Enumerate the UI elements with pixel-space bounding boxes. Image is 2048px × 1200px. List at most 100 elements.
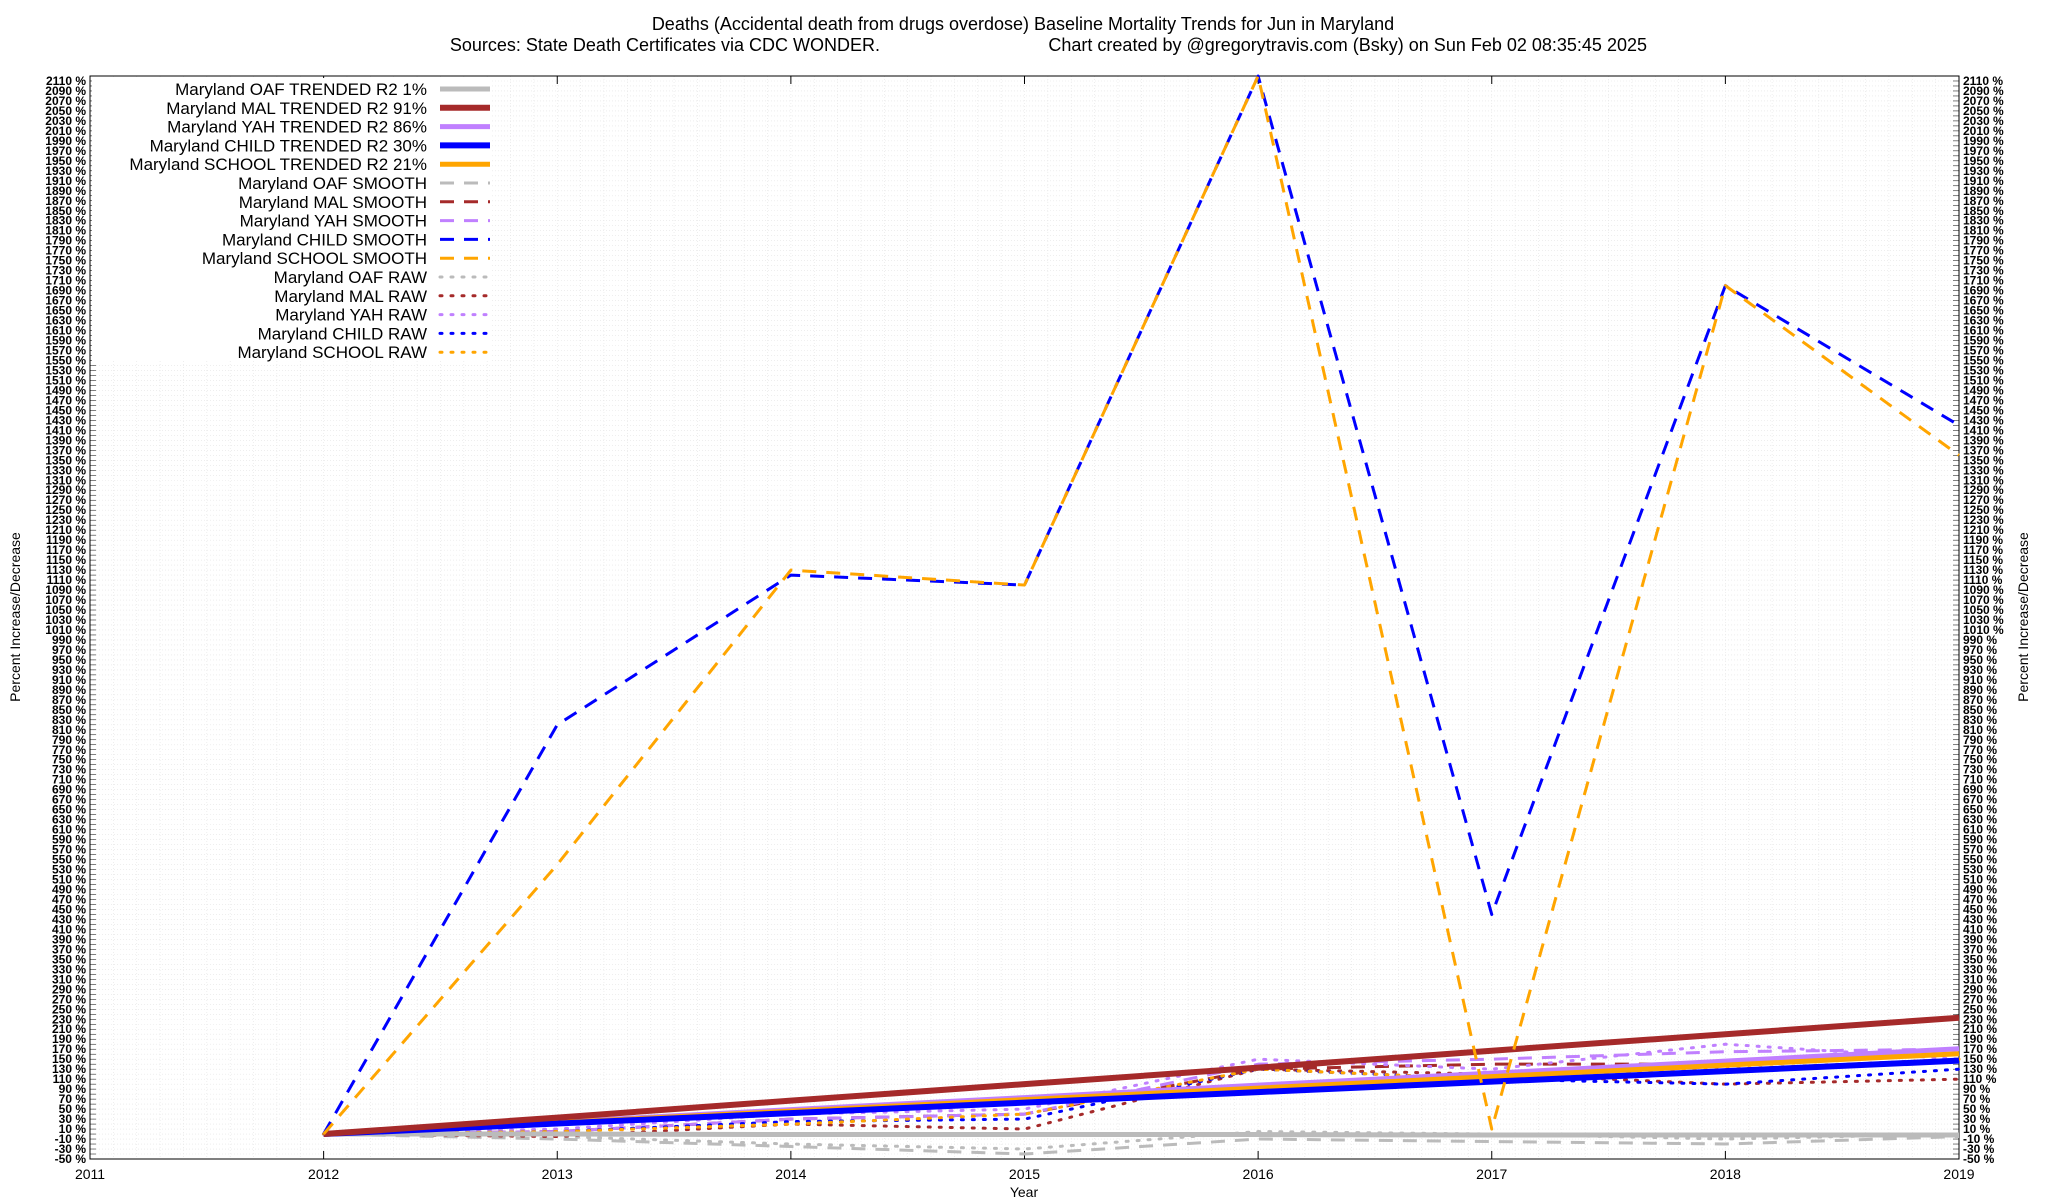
y-tick-label-left: 610 %: [52, 823, 86, 837]
y-tick-label-left: 190 %: [52, 1032, 86, 1046]
y-tick-label-right: 330 %: [1963, 962, 1997, 976]
y-tick-label-left: 1310 %: [45, 473, 86, 487]
x-tick-label: 2013: [542, 1166, 573, 1182]
y-tick-label-right: 270 %: [1963, 992, 1997, 1006]
y-tick-label-left: 790 %: [52, 733, 86, 747]
y-tick-label-right: 1450 %: [1963, 403, 2004, 417]
series-line-maryland-oaf-trended-r2-1: [323, 1131, 1959, 1138]
y-tick-label-left: 1350 %: [45, 453, 86, 467]
y-tick-label-right: 290 %: [1963, 982, 1997, 996]
y-axis-right: -50 %-30 %-10 %10 %30 %50 %70 %90 %110 %…: [1953, 74, 2004, 1166]
y-tick-label-right: 450 %: [1963, 902, 1997, 916]
y-tick-label-left: 390 %: [52, 932, 86, 946]
y-tick-label-right: 1670 %: [1963, 294, 2004, 308]
y-tick-label-left: 1850 %: [45, 204, 86, 218]
y-tick-label-right: 930 %: [1963, 663, 1997, 677]
y-tick-label-right: -10 %: [1963, 1132, 1995, 1146]
y-tick-label-right: 750 %: [1963, 753, 1997, 767]
y-tick-label-left: 1230 %: [45, 513, 86, 527]
y-tick-label-right: 1830 %: [1963, 214, 2004, 228]
y-tick-label-left: 870 %: [52, 693, 86, 707]
y-tick-label-right: 1070 %: [1963, 593, 2004, 607]
y-tick-label-left: 1970 %: [45, 144, 86, 158]
y-tick-label-left: 2070 %: [45, 94, 86, 108]
y-tick-label-right: 630 %: [1963, 813, 1997, 827]
y-tick-label-right: 570 %: [1963, 843, 1997, 857]
y-tick-label-left: 630 %: [52, 813, 86, 827]
y-tick-label-right: 50 %: [1963, 1102, 1991, 1116]
y-tick-label-right: 1810 %: [1963, 224, 2004, 238]
y-tick-label-right: 610 %: [1963, 823, 1997, 837]
y-tick-label-right: 870 %: [1963, 693, 1997, 707]
y-tick-label-right: -50 %: [1963, 1152, 1995, 1166]
legend-label: Maryland MAL SMOOTH: [239, 193, 427, 212]
series-lines: [322, 74, 1961, 1156]
y-tick-label-left: 710 %: [52, 773, 86, 787]
x-tick-label: 2018: [1710, 1166, 1741, 1182]
y-tick-label-left: 150 %: [52, 1052, 86, 1066]
y-tick-label-right: 1170 %: [1963, 543, 2003, 557]
y-tick-label-right: 350 %: [1963, 952, 1997, 966]
y-tick-label-right: 1650 %: [1963, 304, 2004, 318]
y-tick-label-left: 530 %: [52, 863, 86, 877]
legend-label: Maryland OAF SMOOTH: [238, 174, 427, 193]
y-tick-label-right: 1690 %: [1963, 284, 2004, 298]
x-tick-label: 2016: [1243, 1166, 1274, 1182]
y-tick-label-left: 850 %: [52, 703, 86, 717]
x-tick-label: 2015: [1009, 1166, 1040, 1182]
y-tick-label-left: 1910 %: [45, 174, 86, 188]
legend-label: Maryland SCHOOL SMOOTH: [202, 249, 427, 268]
y-tick-label-right: 1610 %: [1963, 324, 2004, 338]
y-tick-label-right: 1710 %: [1963, 274, 2004, 288]
y-tick-label-right: 1390 %: [1963, 433, 2004, 447]
y-tick-label-right: 510 %: [1963, 873, 1997, 887]
y-tick-label-right: 1790 %: [1963, 234, 2004, 248]
y-tick-label-right: 430 %: [1963, 912, 1997, 926]
y-tick-label-right: 1050 %: [1963, 603, 2004, 617]
y-tick-label-right: 1310 %: [1963, 473, 2004, 487]
y-tick-label-right: 650 %: [1963, 803, 1997, 817]
series-line-maryland-oaf-raw: [322, 1130, 1961, 1151]
y-tick-label-left: 690 %: [52, 783, 86, 797]
y-tick-label-left: 1150 %: [46, 553, 86, 567]
y-tick-label-left: 990 %: [52, 633, 86, 647]
series-line-maryland-oaf-smooth: [323, 1132, 1960, 1156]
y-tick-label-right: 1950 %: [1963, 154, 2004, 168]
y-tick-label-left: 1250 %: [45, 503, 86, 517]
y-tick-label-right: 1370 %: [1963, 443, 2004, 457]
series-line-maryland-mal-trended-r2-91: [323, 1014, 1960, 1138]
y-tick-label-left: 1370 %: [45, 443, 86, 457]
y-tick-label-right: 390 %: [1963, 932, 1997, 946]
y-tick-label-left: 1270 %: [45, 493, 86, 507]
y-tick-label-left: 1070 %: [45, 593, 86, 607]
y-tick-label-left: 1870 %: [45, 194, 86, 208]
y-axis-label-left: Percent Increase/Decrease: [7, 532, 23, 702]
y-tick-label-right: 1130 %: [1963, 563, 2003, 577]
y-tick-label-left: 350 %: [52, 952, 86, 966]
y-tick-label-left: 1390 %: [45, 433, 86, 447]
x-tick-label: 2011: [75, 1166, 105, 1182]
y-tick-label-left: 210 %: [52, 1022, 86, 1036]
y-tick-label-left: 1610 %: [45, 324, 86, 338]
y-tick-label-left: 490 %: [52, 882, 86, 896]
y-tick-label-left: 1190 %: [46, 533, 86, 547]
chart-subtitle-source: Sources: State Death Certificates via CD…: [450, 35, 880, 55]
y-tick-label-left: 670 %: [52, 793, 86, 807]
y-tick-label-right: -30 %: [1963, 1142, 1995, 1156]
y-tick-label-left: 1470 %: [45, 393, 86, 407]
y-tick-label-left: 830 %: [52, 713, 86, 727]
legend-background: [92, 78, 492, 361]
legend-label: Maryland YAH TRENDED R2 86%: [167, 118, 427, 137]
y-tick-label-right: 710 %: [1963, 773, 1997, 787]
y-tick-label-left: 170 %: [52, 1042, 86, 1056]
y-tick-label-right: 1090 %: [1963, 583, 2004, 597]
y-tick-label-left: 2050 %: [45, 104, 86, 118]
y-tick-label-left: 930 %: [52, 663, 86, 677]
y-tick-label-right: 1190 %: [1963, 533, 2003, 547]
y-tick-label-right: 1750 %: [1963, 254, 2004, 268]
y-tick-label-left: 1130 %: [46, 563, 86, 577]
y-tick-label-right: 890 %: [1963, 683, 1997, 697]
y-tick-label-left: 1490 %: [45, 383, 86, 397]
legend-label: Maryland CHILD TRENDED R2 30%: [150, 136, 427, 155]
y-tick-label-left: 1750 %: [45, 254, 86, 268]
